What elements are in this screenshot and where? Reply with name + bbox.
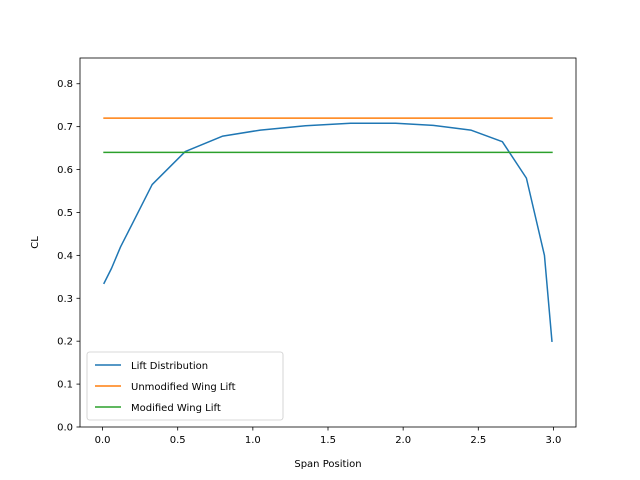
x-tick-label: 0.0 [95,435,111,446]
legend-label-3: Modified Wing Lift [131,403,221,414]
legend-box [86,351,284,421]
series-line-1 [103,122,553,343]
y-tick-label: 0.1 [57,380,73,391]
x-tick-label: 2.0 [395,435,411,446]
x-tick-label: 3.0 [546,435,562,446]
y-tick-label: 0.8 [57,79,73,90]
x-axis-label: Span Position [294,459,361,470]
y-axis-label: CL [30,236,41,249]
x-tick-label: 1.5 [320,435,336,446]
x-tick-label: 1.0 [245,435,261,446]
y-tick-label: 0.7 [57,122,73,133]
y-tick-label: 0.4 [57,251,73,262]
legend-label-2: Unmodified Wing Lift [131,382,236,393]
y-tick-label: 0.6 [57,165,73,176]
legend: Lift Distribution Unmodified Wing Lift Mod… [86,351,284,421]
legend-label-1: Lift Distribution [131,361,208,372]
y-tick-label: 0.0 [57,423,73,434]
series-layer [103,117,553,343]
y-tick-label: 0.3 [57,294,73,305]
x-tick-label: 2.5 [470,435,486,446]
y-tick-label: 0.5 [57,208,73,219]
axes-layer: 0.0 0.5 1.0 1.5 2.0 2.5 3.0 0.0 0.1 0.2 0.3 0.4 0.5 0… [57,79,561,446]
x-tick-label: 0.5 [170,435,186,446]
y-tick-label: 0.2 [57,337,73,348]
